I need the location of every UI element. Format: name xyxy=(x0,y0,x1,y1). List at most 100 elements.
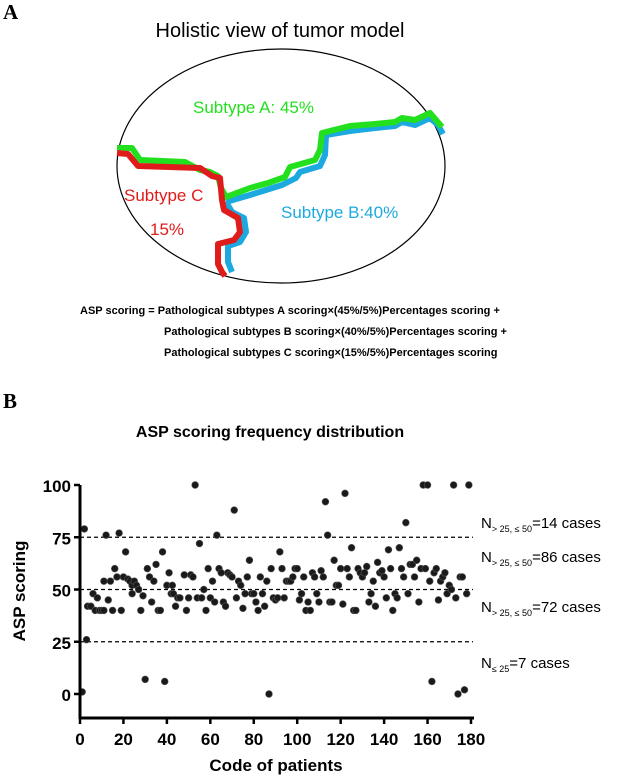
count-annotation: N> 25, ≤ 50=72 cases xyxy=(481,599,601,618)
data-point xyxy=(458,573,467,581)
data-point xyxy=(210,598,219,606)
data-point xyxy=(415,598,423,606)
x-tick-label: 40 xyxy=(157,730,176,749)
annotation-count: =7 cases xyxy=(509,655,569,672)
data-point xyxy=(241,589,249,598)
data-point xyxy=(343,564,351,573)
x-tick-label: 120 xyxy=(326,730,354,749)
subtype-a-label: Subtype A: 45% xyxy=(193,98,314,117)
data-point xyxy=(195,539,204,548)
data-point xyxy=(237,581,245,590)
data-point xyxy=(278,564,286,573)
annotation-count: =86 cases xyxy=(532,549,601,566)
data-point xyxy=(426,577,434,585)
data-point xyxy=(317,566,325,575)
data-point xyxy=(141,675,149,684)
data-point xyxy=(250,589,258,598)
count-annotation: N> 25, ≤ 50=14 cases xyxy=(481,515,601,534)
annotation-prefix: N xyxy=(481,515,492,532)
chart-title: ASP scoring frequency distribution xyxy=(136,424,404,441)
data-point xyxy=(121,548,130,556)
data-point xyxy=(412,556,421,564)
data-point xyxy=(117,606,125,615)
data-point xyxy=(161,677,169,686)
data-point xyxy=(232,594,241,602)
formula-line-1: ASP scoring = Pathological subtypes A sc… xyxy=(80,305,500,317)
data-point xyxy=(306,606,314,615)
data-point xyxy=(139,592,147,600)
data-point xyxy=(367,589,375,598)
data-point xyxy=(336,564,345,573)
x-tick-label: 20 xyxy=(114,730,133,749)
data-point xyxy=(380,573,388,581)
data-point xyxy=(321,498,330,506)
data-point xyxy=(165,569,173,577)
data-point xyxy=(152,560,160,569)
data-point xyxy=(158,548,167,556)
data-point xyxy=(217,569,225,577)
asp-scatter-chart: ASP scoring frequency distribution 0 25 50… xyxy=(10,424,601,775)
data-point xyxy=(134,585,143,594)
data-point xyxy=(289,573,297,581)
data-point xyxy=(360,569,369,577)
x-tick-label: 0 xyxy=(75,730,84,749)
y-axis-label: ASP scoring xyxy=(10,541,29,642)
x-tick-label: 180 xyxy=(457,730,485,749)
data-point xyxy=(280,594,288,602)
data-point xyxy=(100,606,108,615)
data-point xyxy=(454,690,462,698)
data-point xyxy=(265,690,273,698)
y-tick-label: 50 xyxy=(52,582,71,601)
data-point xyxy=(297,589,306,598)
y-tick-label: 75 xyxy=(52,529,71,548)
data-point xyxy=(295,596,304,604)
count-annotation: N≤ 25=7 cases xyxy=(481,655,570,674)
data-point xyxy=(128,589,136,598)
y-tick-label: 25 xyxy=(52,634,71,653)
data-point xyxy=(404,589,412,598)
panel-a-letter: A xyxy=(3,0,19,24)
data-point xyxy=(252,598,260,606)
data-point xyxy=(82,635,91,644)
x-tick-label: 140 xyxy=(370,730,398,749)
data-point xyxy=(460,686,469,694)
data-point xyxy=(315,598,323,606)
data-point xyxy=(382,594,390,602)
data-point xyxy=(339,600,347,608)
tumor-outline xyxy=(116,48,446,284)
data-point xyxy=(395,543,404,552)
data-point xyxy=(452,594,460,602)
data-point xyxy=(365,598,373,606)
data-point xyxy=(293,564,301,573)
x-tick-label: 160 xyxy=(413,730,441,749)
data-point xyxy=(221,602,230,610)
annotation-count: =72 cases xyxy=(532,599,601,616)
subtype-c-percent: 15% xyxy=(150,220,184,239)
data-point xyxy=(111,564,119,573)
data-point xyxy=(150,577,158,585)
data-point xyxy=(230,506,238,514)
data-point xyxy=(386,564,395,573)
formula-line-3: Pathological subtypes C scoring×(15%/5%)… xyxy=(164,347,498,359)
data-point xyxy=(102,531,110,539)
subtype-c-label: Subtype C xyxy=(124,186,203,205)
data-point xyxy=(239,604,247,613)
data-point xyxy=(208,577,217,585)
data-point xyxy=(256,573,264,581)
data-point xyxy=(345,573,354,581)
diagram-title: Holistic view of tumor model xyxy=(155,20,405,42)
data-point xyxy=(378,566,386,575)
data-point xyxy=(184,594,193,602)
data-point xyxy=(204,564,212,573)
data-point xyxy=(421,564,430,573)
data-point xyxy=(100,577,108,585)
annotation-subscript: ≤ 25 xyxy=(492,664,509,674)
data-point xyxy=(147,598,156,606)
panel-b-letter: B xyxy=(3,389,18,413)
data-point xyxy=(397,564,406,573)
data-point xyxy=(347,543,356,552)
data-point xyxy=(384,546,393,554)
data-point xyxy=(156,606,165,615)
data-point xyxy=(273,594,282,602)
data-point xyxy=(313,589,321,598)
